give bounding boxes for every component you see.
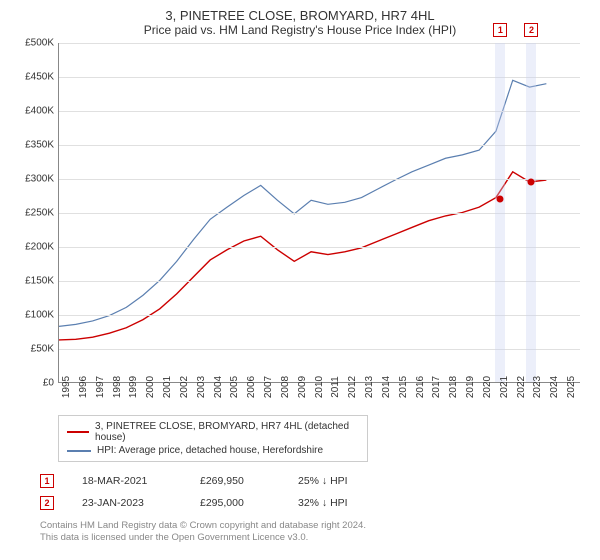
sale-price: £269,950 [200, 475, 270, 487]
y-tick-label: £350K [25, 140, 54, 151]
legend-row: 3, PINETREE CLOSE, BROMYARD, HR7 4HL (de… [67, 420, 359, 444]
footer-line-2: This data is licensed under the Open Gov… [40, 532, 588, 544]
sale-marker: 1 [40, 474, 54, 488]
y-tick-label: £250K [25, 208, 54, 219]
x-tick-label: 2025 [566, 376, 592, 398]
sale-marker: 2 [40, 496, 54, 510]
x-axis: 1995199619971998199920002001200220032004… [58, 383, 580, 413]
sale-price: £295,000 [200, 497, 270, 509]
sale-date: 23-JAN-2023 [82, 497, 172, 509]
marker-box: 2 [524, 23, 538, 37]
y-tick-label: £450K [25, 72, 54, 83]
y-tick-label: £100K [25, 310, 54, 321]
legend-row: HPI: Average price, detached house, Here… [67, 444, 359, 457]
footer: Contains HM Land Registry data © Crown c… [40, 520, 588, 545]
y-tick-label: £200K [25, 242, 54, 253]
sale-row: 1 18-MAR-2021 £269,950 25% ↓ HPI [40, 470, 588, 492]
marker-box: 1 [493, 23, 507, 37]
y-tick-label: £500K [25, 38, 54, 49]
chart-area: £0 £50K £100K £150K £200K £250K £300K £350K £400… [12, 43, 588, 413]
sale-band [526, 43, 536, 382]
sale-pct: 25% ↓ HPI [298, 475, 398, 487]
footer-line-1: Contains HM Land Registry data © Crown c… [40, 520, 588, 532]
sales-table: 1 18-MAR-2021 £269,950 25% ↓ HPI 2 23-JAN-202… [40, 470, 588, 514]
y-tick-label: £50K [31, 344, 54, 355]
sale-pct: 32% ↓ HPI [298, 497, 398, 509]
y-tick-label: £300K [25, 174, 54, 185]
series-line-hpi [59, 80, 546, 326]
chart-container: 3, PINETREE CLOSE, BROMYARD, HR7 4HL Pri… [0, 0, 600, 560]
plot-area: 12 [58, 43, 580, 383]
sale-row: 2 23-JAN-2023 £295,000 32% ↓ HPI [40, 492, 588, 514]
legend-swatch [67, 450, 91, 452]
y-tick-label: £150K [25, 276, 54, 287]
sale-band [495, 43, 505, 382]
sale-point [497, 196, 504, 203]
chart-title: 3, PINETREE CLOSE, BROMYARD, HR7 4HL [12, 8, 588, 23]
legend-label: HPI: Average price, detached house, Here… [97, 445, 323, 456]
y-axis: £0£50K£100K£150K£200K£250K£300K£350K£400… [12, 43, 58, 383]
legend: 3, PINETREE CLOSE, BROMYARD, HR7 4HL (de… [58, 415, 368, 462]
sale-point [528, 179, 535, 186]
sale-date: 18-MAR-2021 [82, 475, 172, 487]
legend-label: 3, PINETREE CLOSE, BROMYARD, HR7 4HL (de… [95, 421, 359, 443]
legend-swatch [67, 431, 89, 433]
y-tick-label: £400K [25, 106, 54, 117]
y-tick-label: £0 [43, 378, 54, 389]
